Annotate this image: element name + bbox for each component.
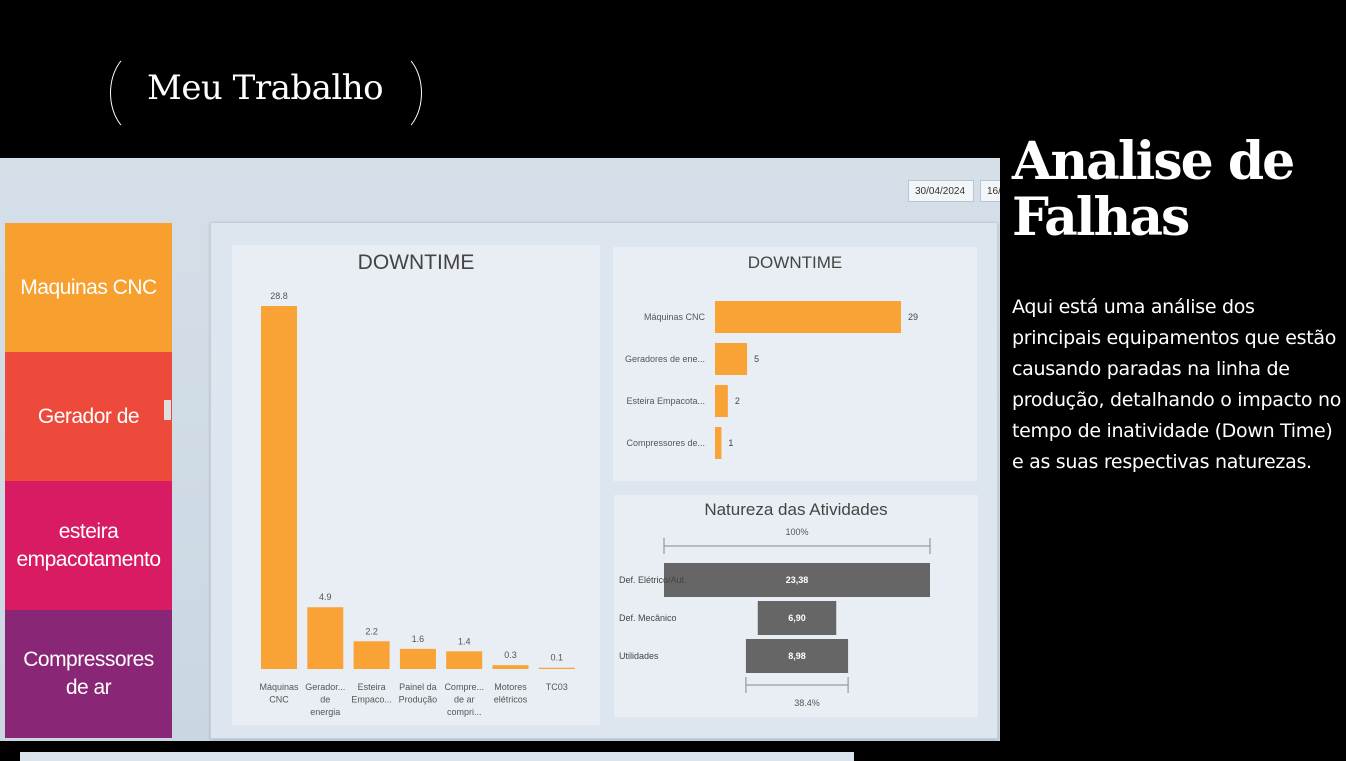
- bar: [307, 607, 344, 669]
- tile-compressores[interactable]: Compressores de ar: [5, 610, 172, 738]
- bar: [538, 667, 575, 669]
- data-label: 23,38: [786, 575, 809, 585]
- right-parenthesis-ornament: [360, 50, 422, 136]
- bar: [353, 641, 390, 669]
- data-label: 6,90: [788, 613, 806, 623]
- y-tick-label: Geradores de ene...: [625, 354, 705, 364]
- bar: [399, 648, 436, 669]
- next-slide-preview: [20, 752, 854, 761]
- dashboard-screenshot: 30/04/2024 16/ Maquinas CNC Gerador de e…: [0, 158, 1000, 741]
- data-label: 1.6: [412, 634, 425, 644]
- scrollbar-thumb[interactable]: [164, 400, 171, 420]
- x-tick-label: Empaco...: [351, 695, 392, 705]
- category-label: Utilidades: [619, 651, 659, 661]
- brand-title: Meu Trabalho: [147, 68, 384, 108]
- bar: [715, 427, 722, 459]
- date-filter-end[interactable]: 16/: [980, 180, 1000, 202]
- x-tick-label: Gerador...: [305, 682, 345, 692]
- data-label: 28.8: [270, 291, 288, 301]
- data-label: 2.2: [365, 626, 378, 636]
- left-parenthesis-ornament: [110, 50, 172, 136]
- x-tick-label: Esteira: [358, 682, 386, 692]
- date-filter-start[interactable]: 30/04/2024: [908, 180, 974, 202]
- bar: [715, 385, 728, 417]
- x-tick-label: compri...: [447, 707, 482, 717]
- data-label: 0.3: [504, 650, 517, 660]
- y-tick-label: Esteira Empacota...: [626, 396, 705, 406]
- natureza-funnel-panel: Natureza das Atividades 100% 23,38 Def. El…: [614, 495, 978, 717]
- bar: [492, 665, 529, 669]
- bar: [715, 301, 901, 333]
- y-tick-label: Compressores de...: [626, 438, 705, 448]
- chart-title: DOWNTIME: [357, 251, 475, 274]
- data-label: 29: [908, 312, 918, 322]
- data-label: 2: [735, 396, 740, 406]
- x-tick-label: Painel da: [399, 682, 437, 692]
- tile-gerador[interactable]: Gerador de: [5, 352, 172, 481]
- x-tick-label: Máquinas: [259, 682, 299, 692]
- tile-label: Compressores de ar: [23, 648, 154, 699]
- heading-line-2: Falhas: [1012, 187, 1190, 248]
- data-label: 1: [728, 438, 733, 448]
- x-tick-label: energia: [310, 707, 340, 717]
- downtime-column-chart: 28.8 Máquinas CNC 4.9 Gerador... de energia 2.2…: [259, 291, 575, 717]
- tile-esteira[interactable]: esteira empacotamento: [5, 481, 172, 610]
- category-label: Def. Mecânico: [619, 613, 677, 623]
- heading-line-1: Analise de: [1012, 131, 1295, 192]
- x-tick-label: CNC: [269, 695, 289, 705]
- section-heading: Analise de Falhas: [1012, 131, 1295, 248]
- data-label: 4.9: [319, 592, 332, 602]
- chart-title: Natureza das Atividades: [704, 500, 888, 519]
- data-label: 8,98: [788, 651, 806, 661]
- x-tick-label: TC03: [546, 682, 568, 692]
- downtime-bar-chart: Máquinas CNC 29 Geradores de ene... 5 Esteir…: [625, 301, 918, 459]
- bar: [715, 343, 748, 375]
- funnel-bar: [745, 639, 849, 673]
- downtime-column-chart-panel: DOWNTIME 28.8 Máquinas CNC 4.9 Gerador... de e…: [232, 245, 600, 725]
- tile-maquinas-cnc[interactable]: Maquinas CNC: [5, 223, 172, 352]
- tile-label: esteira empacotamento: [16, 519, 161, 571]
- tile-label: Maquinas CNC: [20, 275, 157, 299]
- category-label: Def. Elétrico/Aut.: [619, 575, 687, 585]
- data-label: 1.4: [458, 636, 471, 646]
- funnel-bar: [664, 563, 930, 597]
- x-tick-label: Compre...: [444, 682, 484, 692]
- x-tick-label: Motores: [494, 682, 527, 692]
- x-tick-label: de ar: [454, 695, 475, 705]
- downtime-bar-chart-panel: DOWNTIME Máquinas CNC 29 Geradores de ene.…: [613, 247, 977, 481]
- bar: [446, 651, 483, 669]
- top-percent-label: 100%: [785, 527, 808, 537]
- chart-title: DOWNTIME: [747, 253, 843, 272]
- tile-label: Gerador de: [37, 404, 140, 428]
- x-tick-label: Produção: [399, 695, 438, 705]
- bar: [261, 306, 297, 669]
- report-frame: DOWNTIME 28.8 Máquinas CNC 4.9 Gerador... de e…: [210, 222, 998, 739]
- x-tick-label: de: [320, 695, 330, 705]
- y-tick-label: Máquinas CNC: [644, 312, 706, 322]
- bottom-percent-label: 38.4%: [794, 698, 820, 708]
- funnel-bar: [757, 601, 837, 635]
- data-label: 0.1: [551, 653, 564, 663]
- data-label: 5: [754, 354, 759, 364]
- x-tick-label: elétricos: [494, 695, 528, 705]
- natureza-funnel-chart: 100% 23,38 Def. Elétrico/Aut. 6,90 Def. Mecâ…: [619, 527, 931, 708]
- section-description: Aqui está uma análise dos principais equ…: [1012, 296, 1342, 473]
